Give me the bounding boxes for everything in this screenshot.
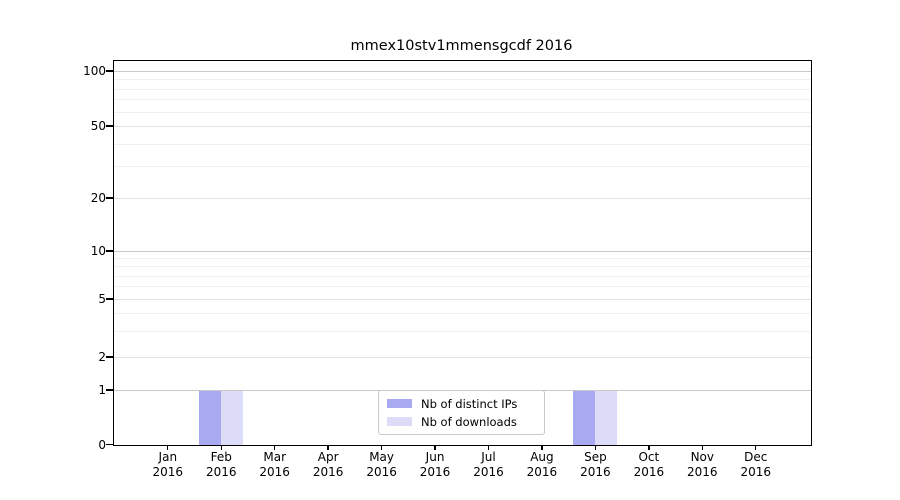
x-tick-month: Feb — [210, 450, 232, 464]
x-tick-label-dec: Dec 2016 — [726, 450, 786, 480]
x-tick-year: 2016 — [580, 465, 611, 479]
y-gridline-minor — [114, 313, 811, 315]
y-tick-label: 0 — [98, 437, 106, 452]
legend-item-downloads: Nb of downloads — [387, 414, 536, 429]
bar-downloads-sep — [595, 390, 618, 445]
y-tick-mark — [106, 389, 113, 391]
y-tick-label: 20 — [90, 191, 106, 205]
x-tick-year: 2016 — [259, 465, 290, 479]
legend-swatch-distinct-ips — [387, 399, 412, 408]
y-gridline-minor — [114, 286, 811, 288]
y-gridline-minor — [114, 111, 811, 113]
y-tick-mark — [106, 443, 113, 446]
bar-distinct-ips-feb — [199, 390, 222, 445]
legend-label-distinct-ips: Nb of distinct IPs — [421, 396, 518, 411]
y-gridline — [114, 126, 811, 127]
x-tick-label-sep: Sep 2016 — [565, 450, 625, 480]
x-tick-mark — [380, 445, 383, 450]
x-tick-label-aug: Aug 2016 — [512, 450, 572, 480]
y-gridline-minor — [114, 99, 811, 101]
chart-title: mmex10stv1mmensgcdf 2016 — [350, 38, 573, 54]
x-tick-mark — [167, 445, 169, 450]
x-tick-month: Jun — [425, 450, 445, 464]
x-tick-month: Jul — [481, 450, 496, 464]
x-tick-year: 2016 — [526, 465, 558, 479]
y-gridline-major — [114, 251, 811, 252]
x-tick-label-nov: Nov 2016 — [672, 450, 732, 480]
x-tick-year: 2016 — [633, 465, 665, 479]
y-tick-mark — [106, 70, 113, 72]
y-gridline — [114, 198, 811, 199]
bar-downloads-feb — [221, 390, 244, 445]
x-tick-month: Sep — [584, 450, 607, 464]
x-tick-mark — [327, 445, 329, 450]
x-tick-mark — [487, 445, 490, 450]
x-tick-label-oct: Oct 2016 — [619, 450, 679, 480]
x-tick-mark — [434, 445, 436, 450]
y-gridline — [114, 299, 811, 300]
x-tick-month: Aug — [530, 450, 554, 464]
x-tick-mark — [755, 445, 757, 450]
x-tick-label-feb: Feb 2016 — [191, 450, 251, 480]
y-gridline — [114, 357, 811, 358]
x-tick-month: May — [369, 450, 394, 464]
y-gridline-minor — [114, 258, 811, 260]
x-tick-mark — [541, 445, 543, 450]
y-gridline-minor — [114, 166, 811, 168]
y-tick-label: 100 — [83, 64, 106, 78]
y-tick-label: 1 — [98, 383, 106, 397]
legend-item-distinct-ips: Nb of distinct IPs — [387, 396, 536, 411]
y-tick-label: 50 — [90, 119, 106, 133]
x-tick-label-jan: Jan 2016 — [138, 450, 198, 480]
x-tick-month: Jan — [158, 450, 178, 464]
x-tick-year: 2016 — [205, 465, 237, 479]
x-tick-year: 2016 — [312, 465, 344, 479]
y-gridline-major — [114, 71, 811, 72]
y-tick-mark — [106, 356, 113, 358]
x-tick-year: 2016 — [419, 465, 451, 479]
x-tick-label-jul: Jul 2016 — [459, 450, 519, 480]
legend-swatch-downloads — [387, 417, 412, 426]
x-tick-year: 2016 — [687, 465, 718, 479]
x-tick-mark — [648, 445, 650, 450]
x-tick-label-may: May 2016 — [352, 450, 412, 480]
y-gridline-minor — [114, 331, 811, 333]
x-tick-year: 2016 — [473, 465, 504, 479]
x-tick-mark — [594, 445, 597, 450]
x-tick-mark — [701, 445, 703, 450]
y-tick-label: 5 — [98, 292, 106, 306]
x-tick-mark — [274, 445, 276, 450]
x-tick-month: Oct — [638, 450, 660, 464]
x-tick-year: 2016 — [366, 465, 397, 479]
y-gridline-minor — [114, 266, 811, 268]
x-tick-month: Mar — [263, 450, 286, 464]
x-tick-label-mar: Mar 2016 — [245, 450, 305, 480]
x-tick-month: Apr — [317, 450, 339, 464]
x-tick-label-jun: Jun 2016 — [405, 450, 465, 480]
y-tick-mark — [106, 125, 113, 127]
x-tick-label-apr: Apr 2016 — [298, 450, 358, 480]
y-tick-mark — [106, 250, 113, 252]
y-gridline-minor — [114, 143, 811, 145]
x-tick-year: 2016 — [152, 465, 184, 479]
y-gridline-minor — [114, 88, 811, 90]
x-tick-month: Nov — [690, 450, 714, 464]
x-tick-month: Dec — [744, 450, 768, 464]
y-gridline-minor — [114, 79, 811, 81]
x-tick-year: 2016 — [740, 465, 772, 479]
y-tick-mark — [106, 298, 113, 300]
plot-area — [113, 60, 812, 446]
legend-label-downloads: Nb of downloads — [421, 414, 517, 429]
y-tick-mark — [106, 197, 113, 199]
y-gridline-minor — [114, 275, 811, 277]
legend: Nb of distinct IPs Nb of downloads — [378, 390, 545, 435]
bar-distinct-ips-sep — [573, 390, 596, 445]
x-tick-mark — [220, 445, 222, 450]
y-tick-label: 10 — [90, 244, 106, 258]
y-tick-label: 2 — [98, 350, 106, 364]
